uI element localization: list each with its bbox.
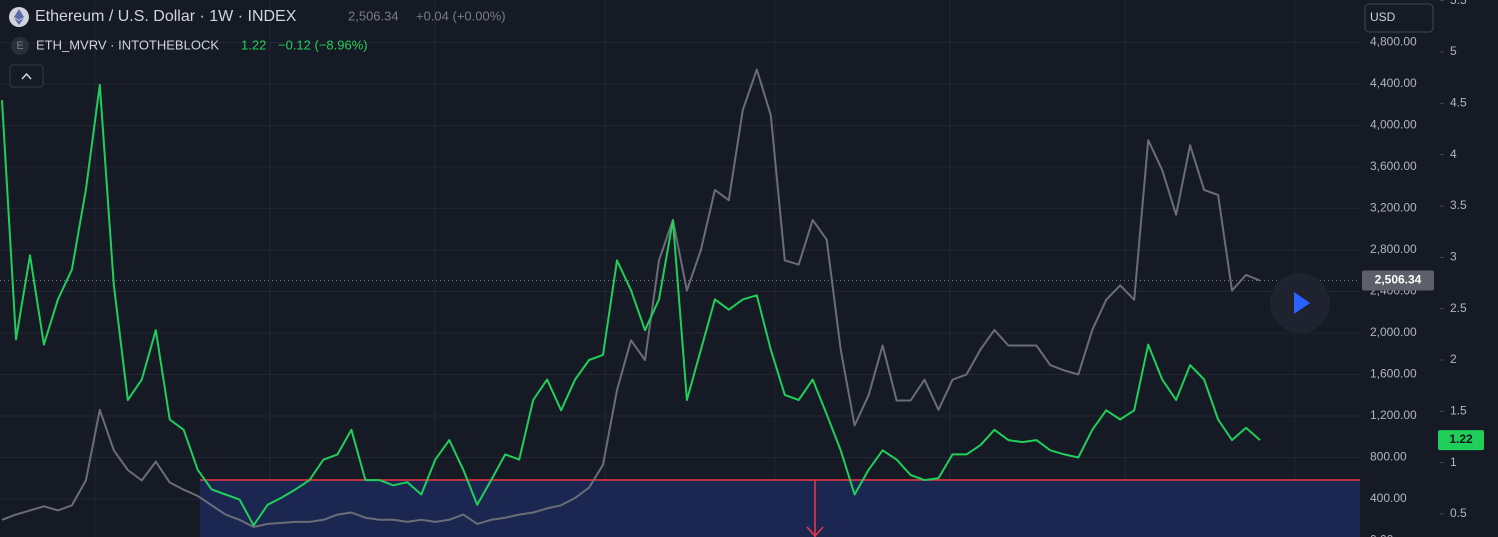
series-line [1, 68, 1261, 528]
collapse-icon [21, 72, 32, 80]
y2-tick-label: 2 [1450, 352, 1457, 366]
y-tick-label: 2,000.00 [1370, 325, 1417, 339]
currency: USD [1370, 10, 1396, 24]
y-tick-label: 800.00 [1370, 450, 1407, 464]
y2-tick-label: 3 [1450, 249, 1457, 263]
y-tick-label: 4,800.00 [1370, 35, 1417, 49]
y2-tick-label: 5 [1450, 44, 1457, 58]
y-tick-label: 400.00 [1370, 491, 1407, 505]
eth-glyph [14, 9, 24, 25]
indicator-icon: E [16, 40, 23, 52]
zone [200, 480, 1360, 537]
indicator-icon-bg [11, 37, 29, 55]
last-value-label: 1.22 [1449, 432, 1473, 446]
last-price-label: 2,506.34 [1375, 273, 1422, 287]
y-tick-label: 3,200.00 [1370, 201, 1417, 215]
indicator-name: ETH_MVRV · INTOTHEBLOCK [36, 37, 219, 52]
price: 2,506.34 [348, 8, 399, 23]
y2-tick-label: 4 [1450, 147, 1457, 161]
arrow-head [806, 526, 824, 537]
y-tick-label: 4,000.00 [1370, 118, 1417, 132]
y2-tick-label: 2.5 [1450, 301, 1467, 315]
y-tick-label: 0.00 [1370, 533, 1394, 537]
currency-button[interactable] [1364, 3, 1434, 33]
y-tick-label: 1,200.00 [1370, 408, 1417, 422]
play-icon [1294, 292, 1310, 314]
y2-tick-label: 0.5 [1450, 506, 1467, 520]
series-line [1, 83, 1261, 527]
indicator-value: 1.22 [241, 37, 266, 52]
y2-tick-label: 4.5 [1450, 95, 1467, 109]
indicator-change: −0.12 (−8.96%) [278, 37, 368, 52]
last-price-tag [1362, 270, 1434, 291]
y2-tick-label: 3.5 [1450, 198, 1467, 212]
y-tick-label: 4,400.00 [1370, 76, 1417, 90]
price-change: +0.04 (+0.00%) [416, 8, 506, 23]
symbol-title: Ethereum / U.S. Dollar · 1W · INDEX [35, 8, 297, 25]
y-tick-label: 3,600.00 [1370, 159, 1417, 173]
y2-tick-label: 5.5 [1450, 0, 1467, 7]
y-tick-label: 2,800.00 [1370, 242, 1417, 256]
last-value-tag [1438, 430, 1484, 451]
y2-tick-label: 1 [1450, 455, 1457, 469]
collapse-button[interactable] [9, 64, 44, 88]
y-tick-label: 1,600.00 [1370, 367, 1417, 381]
y2-tick-label: 1.5 [1450, 403, 1467, 417]
